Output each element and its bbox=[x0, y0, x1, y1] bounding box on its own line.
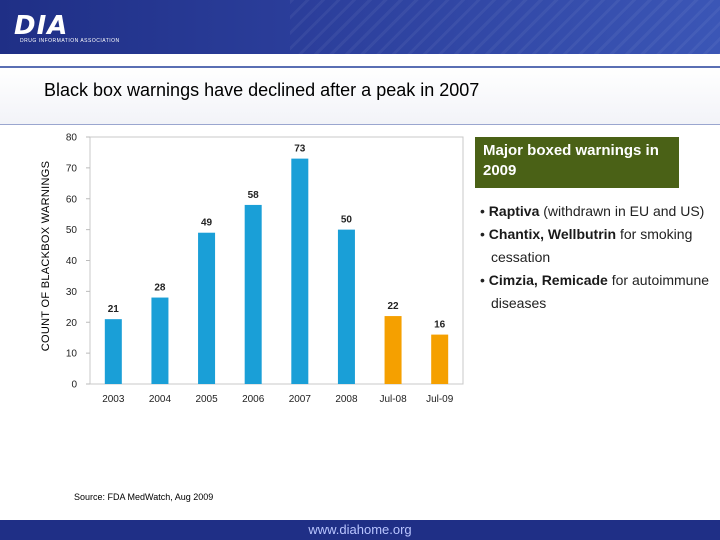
bullet-item: • Cimzia, Remicade for autoimmune diseas… bbox=[480, 272, 710, 311]
data-label: 16 bbox=[434, 320, 446, 331]
y-tick-label: 10 bbox=[66, 349, 78, 360]
x-tick-label: Jul-09 bbox=[426, 394, 454, 405]
data-label: 58 bbox=[248, 190, 260, 201]
dia-logo: DIA bbox=[14, 11, 69, 41]
bullet-text: for smoking cessation bbox=[491, 226, 693, 265]
bullet-item: • Chantix, Wellbutrin for smoking cessat… bbox=[480, 226, 693, 265]
title-band bbox=[0, 66, 720, 125]
data-label: 49 bbox=[201, 218, 213, 229]
dia-logo-subtitle: DRUG INFORMATION ASSOCIATION bbox=[20, 38, 120, 44]
bar bbox=[151, 297, 169, 384]
bar bbox=[244, 204, 262, 384]
data-label: 22 bbox=[388, 301, 400, 312]
bullet-item: • Raptiva (withdrawn in EU and US) bbox=[480, 203, 705, 219]
bullet-bold: Raptiva bbox=[488, 203, 540, 219]
x-tick-label: 2005 bbox=[195, 394, 218, 405]
bar bbox=[337, 229, 355, 384]
y-tick-label: 20 bbox=[66, 318, 78, 329]
data-label: 50 bbox=[341, 215, 353, 226]
page-title: Black box warnings have declined after a… bbox=[44, 80, 480, 100]
bullet-bold: Cimzia, Remicade bbox=[488, 272, 608, 288]
data-label: 73 bbox=[294, 144, 306, 155]
bullet-bold: Chantix, Wellbutrin bbox=[488, 226, 617, 242]
source-note: Source: FDA MedWatch, Aug 2009 bbox=[74, 492, 214, 502]
bar bbox=[198, 232, 216, 384]
x-tick-label: 2006 bbox=[242, 394, 265, 405]
plot-area-frame bbox=[89, 136, 464, 385]
bullet-text: (withdrawn in EU and US) bbox=[539, 203, 705, 219]
bullet-text: for autoimmune diseases bbox=[491, 272, 710, 311]
callout-box: Major boxed warnings in 2009 bbox=[475, 137, 679, 188]
bar bbox=[431, 334, 449, 384]
bar bbox=[384, 316, 402, 384]
x-tick-label: 2003 bbox=[102, 394, 125, 405]
bar bbox=[291, 158, 309, 384]
y-tick-label: 50 bbox=[66, 225, 78, 236]
footer-bar bbox=[0, 520, 720, 540]
y-tick-label: 80 bbox=[66, 133, 78, 144]
y-tick-label: 0 bbox=[71, 380, 77, 391]
y-tick-label: 60 bbox=[66, 194, 78, 205]
bullet-list: • Raptiva (withdrawn in EU and US) • Cha… bbox=[480, 200, 710, 315]
x-tick-label: Jul-08 bbox=[379, 394, 407, 405]
y-tick-label: 40 bbox=[66, 256, 78, 267]
x-tick-label: 2007 bbox=[289, 394, 312, 405]
y-tick-label: 30 bbox=[66, 287, 78, 298]
footer-url[interactable]: www.diahome.org bbox=[308, 522, 412, 537]
x-tick-label: 2008 bbox=[335, 394, 358, 405]
header-bar bbox=[0, 0, 720, 54]
data-label: 21 bbox=[108, 304, 120, 315]
data-label: 28 bbox=[154, 283, 166, 294]
x-tick-label: 2004 bbox=[149, 394, 172, 405]
bar bbox=[104, 319, 122, 384]
y-tick-label: 70 bbox=[66, 163, 78, 174]
